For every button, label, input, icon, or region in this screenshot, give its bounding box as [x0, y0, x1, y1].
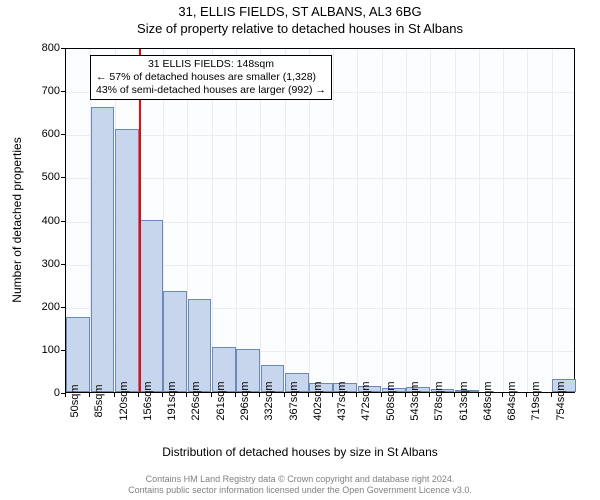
xtick-label: 50sqm	[69, 384, 81, 417]
footer-attribution: Contains HM Land Registry data © Crown c…	[0, 474, 600, 496]
gridline-v	[260, 49, 261, 392]
xtick-label: 543sqm	[409, 381, 421, 420]
xtick-label: 296sqm	[239, 381, 251, 420]
gridline-v	[430, 49, 431, 392]
ytick-mark	[61, 307, 65, 308]
xtick-label: 402sqm	[312, 381, 324, 420]
ytick-mark	[61, 177, 65, 178]
xtick-label: 719sqm	[530, 381, 542, 420]
histogram-bar	[163, 291, 187, 392]
gridline-v	[503, 49, 504, 392]
xtick-mark	[284, 393, 285, 397]
xtick-label: 261sqm	[215, 381, 227, 420]
gridline-v	[382, 49, 383, 392]
xtick-mark	[162, 393, 163, 397]
page-title-description: Size of property relative to detached ho…	[0, 19, 600, 36]
xtick-mark	[526, 393, 527, 397]
ytick-label: 200	[20, 301, 60, 313]
ytick-label: 800	[20, 42, 60, 54]
xtick-label: 578sqm	[433, 381, 445, 420]
xtick-mark	[308, 393, 309, 397]
xtick-mark	[138, 393, 139, 397]
ytick-label: 100	[20, 344, 60, 356]
histogram-bar	[139, 220, 163, 393]
xtick-mark	[235, 393, 236, 397]
annotation-line3: 43% of semi-detached houses are larger (…	[96, 84, 326, 97]
annotation-box: 31 ELLIS FIELDS: 148sqm← 57% of detached…	[90, 55, 332, 100]
xtick-mark	[332, 393, 333, 397]
histogram-bar	[91, 107, 115, 392]
gridline-h	[66, 178, 574, 179]
ytick-mark	[61, 221, 65, 222]
ytick-label: 700	[20, 85, 60, 97]
histogram-bar	[188, 299, 212, 392]
xtick-label: 367sqm	[288, 381, 300, 420]
histogram-bar	[66, 317, 90, 392]
xtick-label: 754sqm	[555, 381, 567, 420]
ytick-label: 0	[20, 387, 60, 399]
xtick-label: 85sqm	[93, 384, 105, 417]
xtick-label: 437sqm	[336, 381, 348, 420]
xtick-mark	[454, 393, 455, 397]
gridline-h	[66, 135, 574, 136]
xtick-label: 648sqm	[482, 381, 494, 420]
xtick-label: 613sqm	[458, 381, 470, 420]
xtick-label: 472sqm	[360, 381, 372, 420]
ytick-label: 600	[20, 128, 60, 140]
gridline-v	[333, 49, 334, 392]
gridline-v	[212, 49, 213, 392]
property-marker-line	[139, 49, 141, 392]
xtick-mark	[114, 393, 115, 397]
gridline-v	[552, 49, 553, 392]
xtick-label: 191sqm	[166, 381, 178, 420]
gridline-v	[236, 49, 237, 392]
xtick-mark	[259, 393, 260, 397]
xtick-mark	[356, 393, 357, 397]
footer-line1: Contains HM Land Registry data © Crown c…	[0, 474, 600, 485]
gridline-v	[455, 49, 456, 392]
xtick-mark	[478, 393, 479, 397]
xtick-mark	[89, 393, 90, 397]
footer-line2: Contains public sector information licen…	[0, 485, 600, 496]
annotation-line1: 31 ELLIS FIELDS: 148sqm	[96, 58, 326, 71]
gridline-v	[357, 49, 358, 392]
page-title-address: 31, ELLIS FIELDS, ST ALBANS, AL3 6BG	[0, 0, 600, 19]
gridline-v	[527, 49, 528, 392]
xtick-mark	[429, 393, 430, 397]
x-axis-label: Distribution of detached houses by size …	[0, 445, 600, 459]
xtick-mark	[186, 393, 187, 397]
xtick-label: 156sqm	[142, 381, 154, 420]
histogram-plot: 31 ELLIS FIELDS: 148sqm← 57% of detached…	[65, 48, 575, 393]
xtick-label: 226sqm	[190, 381, 202, 420]
gridline-v	[406, 49, 407, 392]
xtick-mark	[65, 393, 66, 397]
ytick-mark	[61, 350, 65, 351]
xtick-label: 508sqm	[385, 381, 397, 420]
xtick-mark	[405, 393, 406, 397]
ytick-label: 500	[20, 171, 60, 183]
ytick-mark	[61, 264, 65, 265]
xtick-mark	[551, 393, 552, 397]
ytick-mark	[61, 134, 65, 135]
gridline-v	[309, 49, 310, 392]
annotation-line2: ← 57% of detached houses are smaller (1,…	[96, 71, 326, 84]
ytick-label: 400	[20, 215, 60, 227]
gridline-v	[479, 49, 480, 392]
xtick-label: 332sqm	[263, 381, 275, 420]
ytick-label: 300	[20, 258, 60, 270]
xtick-label: 120sqm	[118, 381, 130, 420]
xtick-mark	[211, 393, 212, 397]
xtick-mark	[381, 393, 382, 397]
ytick-mark	[61, 91, 65, 92]
histogram-bar	[115, 129, 139, 392]
xtick-mark	[502, 393, 503, 397]
xtick-label: 684sqm	[506, 381, 518, 420]
gridline-v	[285, 49, 286, 392]
ytick-mark	[61, 48, 65, 49]
